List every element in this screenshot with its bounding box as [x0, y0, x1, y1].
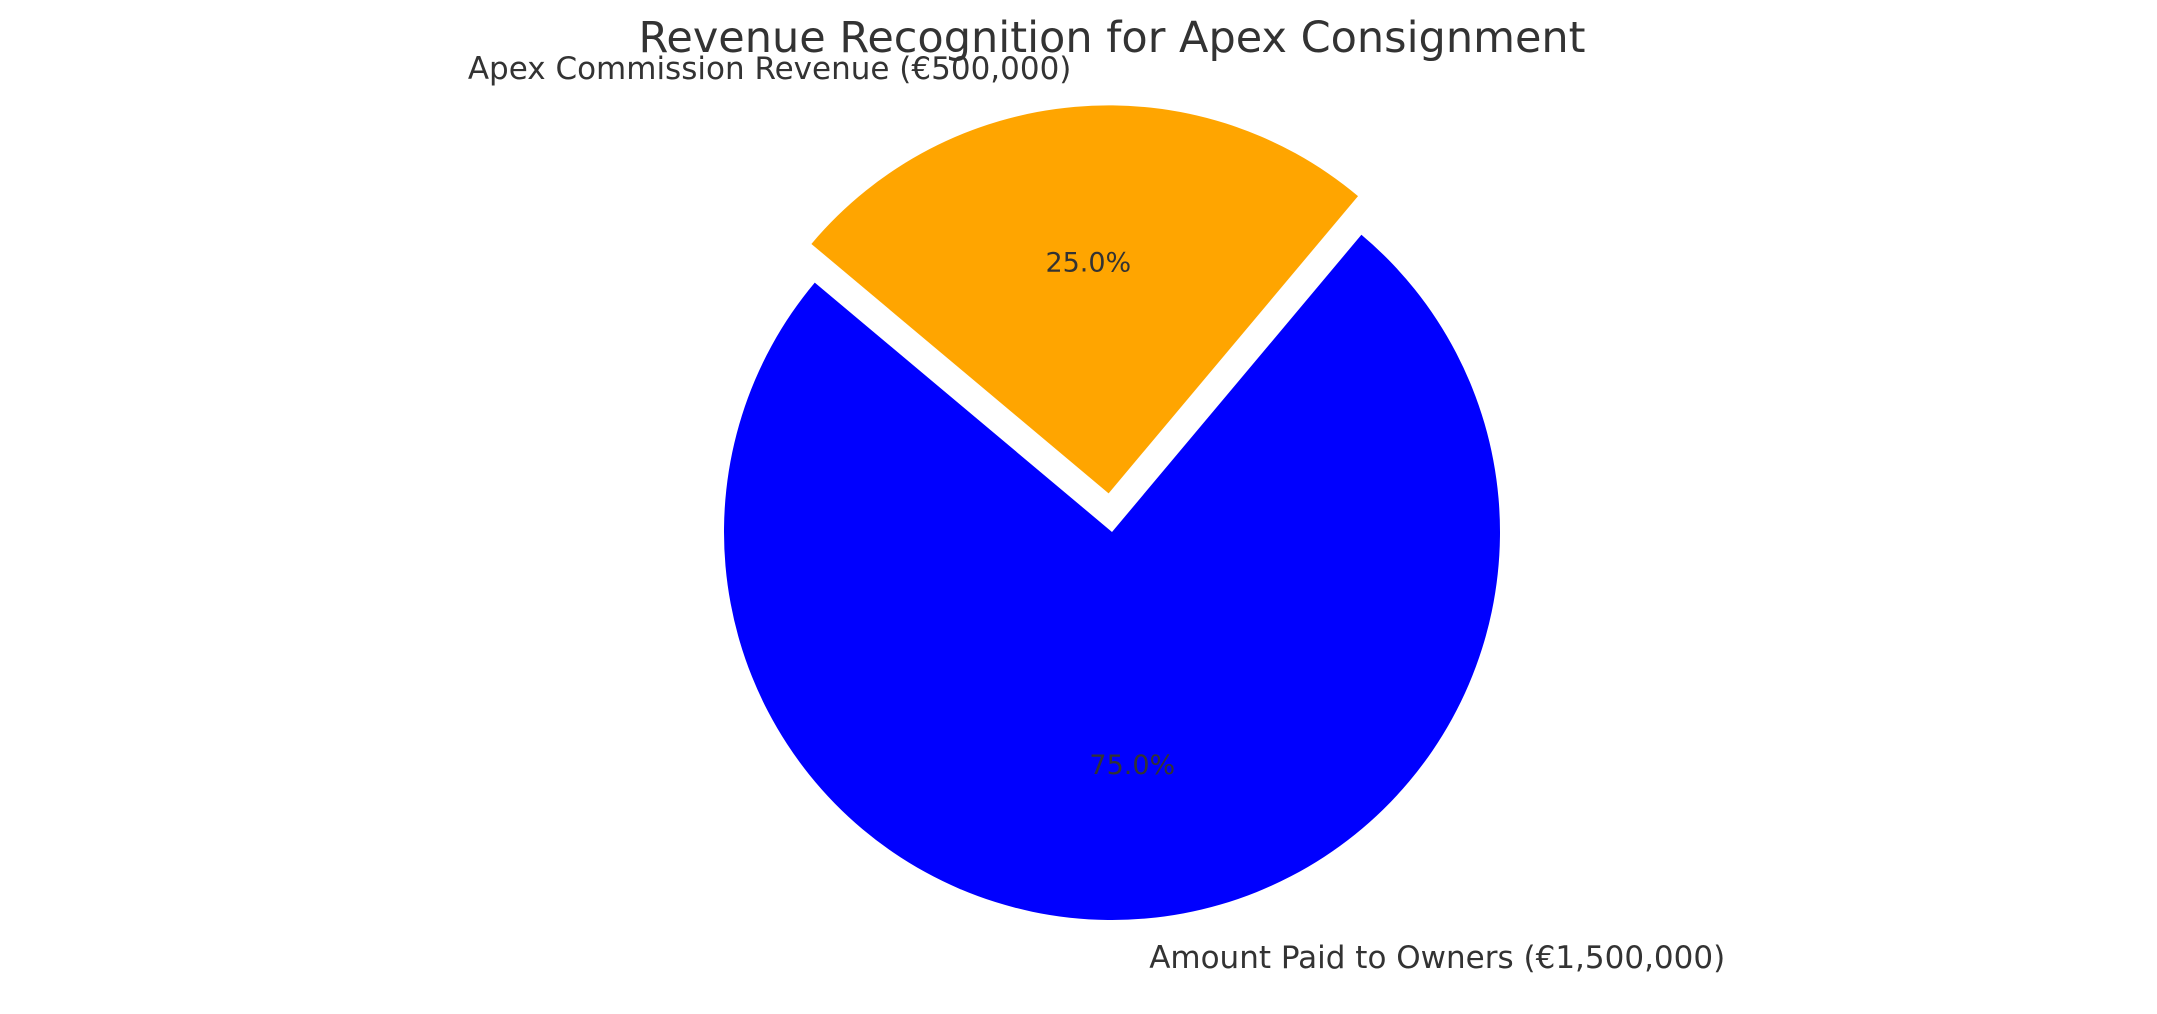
slice-percent-1: 25.0% [1045, 247, 1131, 278]
pie-slice-1 [811, 105, 1359, 494]
slice-label-0: Amount Paid to Owners (€1,500,000) [1149, 940, 1725, 976]
slice-percent-0: 75.0% [1089, 750, 1175, 781]
pie-slices [724, 105, 1501, 921]
pie-slice-0 [724, 234, 1501, 921]
slice-label-1: Apex Commission Revenue (€500,000) [468, 51, 1072, 87]
chart-title: Revenue Recognition for Apex Consignment [638, 13, 1585, 63]
pie-labels: Amount Paid to Owners (€1,500,000) 75.0% A… [468, 51, 1725, 976]
